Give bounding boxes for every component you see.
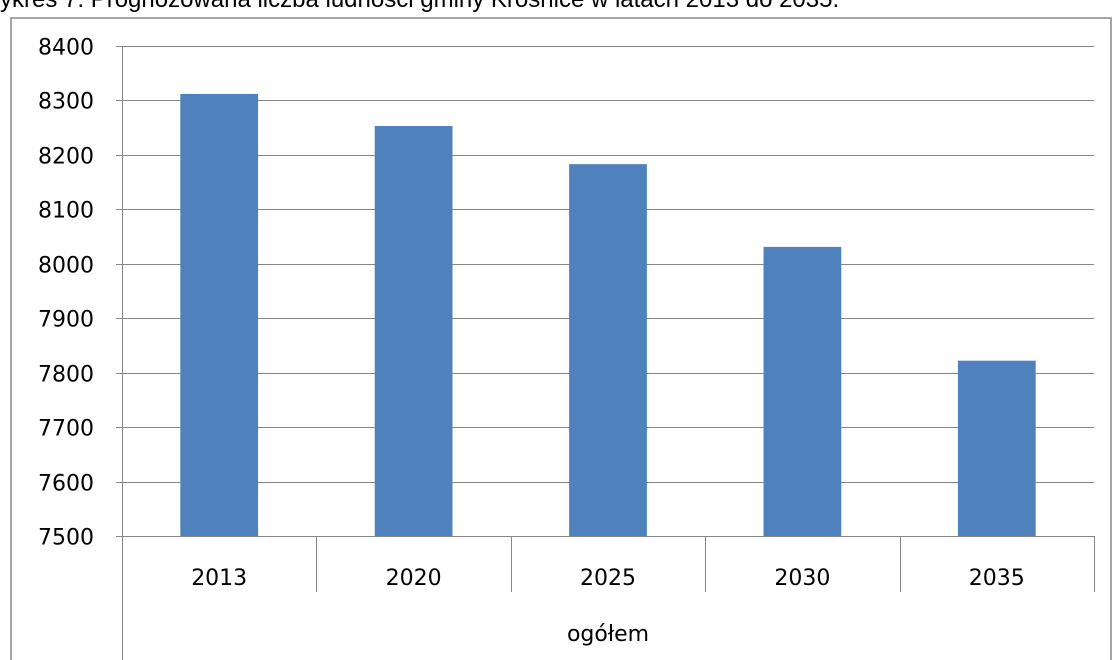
x-category-label: 2013 [191,566,247,591]
x-category-label: 2030 [774,566,830,591]
y-tick-label: 7700 [38,417,94,442]
bar-2035 [957,360,1036,536]
x-category-label: 2025 [580,566,636,591]
y-tick-label: 8000 [38,254,94,279]
chart-frame [10,17,1112,660]
bar-2013 [180,93,259,537]
bar-2025 [569,164,647,536]
bar-2020 [374,126,453,537]
y-tick-label: 8100 [38,199,94,224]
bars [180,93,1036,537]
y-tick-label: 7900 [38,308,94,333]
bar-2030 [763,246,842,536]
x-group-label: ogółem [567,622,649,647]
y-tick-label: 8300 [38,90,94,115]
y-tick-label: 7600 [38,472,94,497]
x-category-label: 2035 [969,566,1025,591]
y-tick-label: 8200 [38,145,94,170]
chart-caption: ykres 7. Prognozowana liczba ludności gm… [0,0,1116,18]
y-tick-labels: 7500 7600 7700 7800 7900 8000 8100 8200 8300 8400 [38,36,94,551]
y-tick-label: 7800 [38,363,94,388]
x-category-labels: 2013 2020 2025 2030 2035 [191,566,1025,591]
x-category-label: 2020 [386,566,442,591]
axes [122,46,1095,660]
y-tick-label: 8400 [38,36,94,61]
y-tick-label: 7500 [38,526,94,551]
